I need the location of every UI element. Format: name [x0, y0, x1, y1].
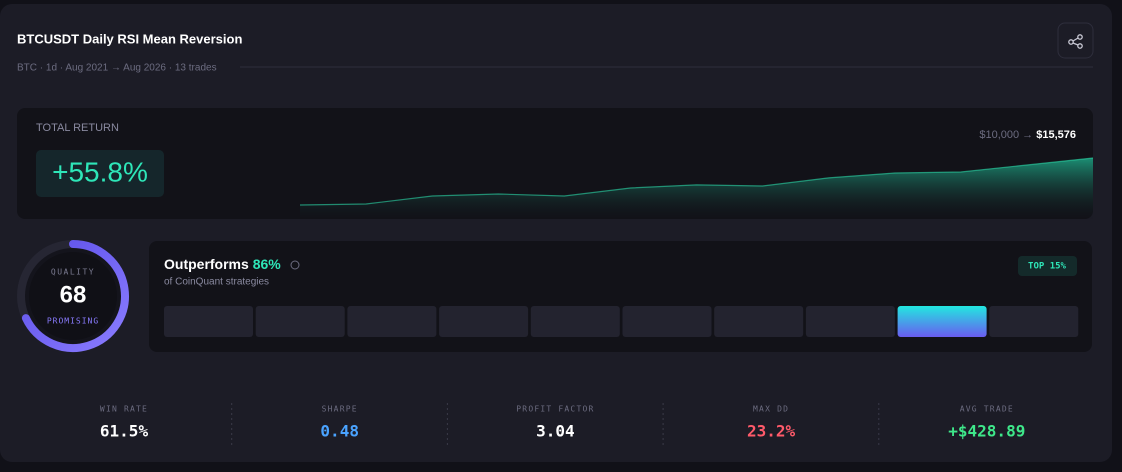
percentile-bar	[347, 306, 437, 337]
percentile-bars	[164, 306, 1079, 337]
stat-value: 61.5%	[100, 422, 149, 441]
stat-label: AVG TRADE	[960, 405, 1014, 414]
percentile-bar	[164, 306, 253, 337]
stats-row: WIN RATE 61.5% SHARPE 0.48 PROFIT FACTOR 3.04…	[100, 403, 1025, 445]
badge-text: TOP 15%	[1028, 262, 1067, 272]
share-icon	[1068, 34, 1083, 49]
percentile-bar	[714, 306, 804, 337]
return-value: +55.8%	[52, 156, 148, 187]
return-label: TOTAL RETURN	[36, 122, 119, 134]
percentile-bar	[255, 306, 345, 337]
quality-rating: PROMISING	[47, 317, 99, 326]
percentile-bar-current	[897, 306, 987, 337]
badge	[1018, 256, 1077, 276]
stat-value: 23.2%	[747, 422, 796, 441]
stat-value: 3.04	[536, 422, 575, 441]
percentile-bar	[439, 306, 529, 337]
outperform-caption: of CoinQuant strategies	[164, 277, 269, 288]
percentile-bar	[530, 306, 620, 337]
percentile-bar	[805, 306, 895, 337]
stat-label: MAX DD	[753, 405, 789, 414]
stat-value: +$428.89	[948, 422, 1025, 441]
quality-label: QUALITY	[51, 268, 95, 277]
arrow: →	[1022, 129, 1033, 141]
outperform-heading: Outperforms 86%	[164, 256, 281, 272]
stat-label: WIN RATE	[100, 405, 148, 414]
info-icon[interactable]	[290, 260, 300, 270]
outperform-value: 86%	[253, 256, 282, 272]
stat-label: PROFIT FACTOR	[516, 405, 594, 414]
end-balance: $15,576	[1036, 129, 1076, 141]
stat-value: 0.48	[320, 422, 359, 441]
quality-arc	[21, 240, 129, 352]
share-button[interactable]	[1057, 22, 1094, 59]
percentile-bar	[989, 306, 1079, 337]
stat-label: SHARPE	[322, 405, 358, 414]
quality-core	[29, 252, 117, 340]
quality-score: 68	[60, 281, 87, 308]
outperform-label: Outperforms	[164, 256, 249, 272]
subtitle: BTC · 1d · Aug 2021 → Aug 2026 · 13 trad…	[17, 63, 217, 74]
return-box	[36, 150, 164, 197]
equity-line	[299, 157, 1094, 206]
equity-curve	[299, 157, 1094, 219]
start-balance: $10,000	[979, 129, 1019, 141]
balance: $10,000 → $15,576	[979, 129, 1076, 141]
title: BTCUSDT Daily RSI Mean Reversion	[17, 31, 242, 46]
percentile-bar	[622, 306, 712, 337]
